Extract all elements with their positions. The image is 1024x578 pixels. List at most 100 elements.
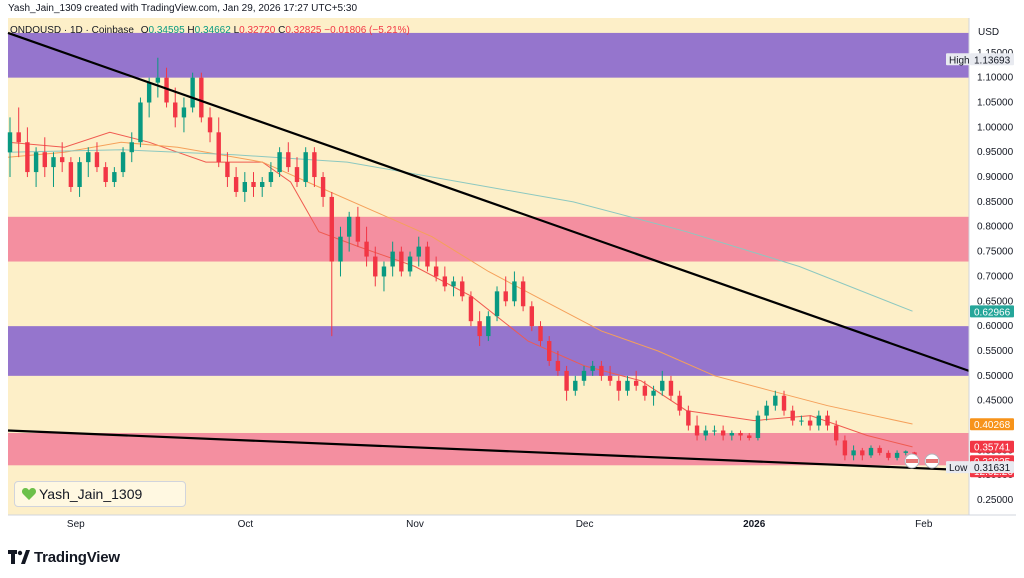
y-tick-label: 0.55000 — [977, 346, 1014, 357]
candle-body — [155, 77, 161, 83]
candle-body — [181, 107, 187, 118]
price-tag-label: Low — [949, 463, 968, 474]
candle-body — [738, 432, 743, 436]
candle-body — [199, 77, 204, 118]
candle-body — [381, 266, 387, 277]
candle-body — [364, 241, 369, 257]
candle-body — [729, 432, 735, 436]
candle-body — [860, 450, 865, 456]
candle-body — [346, 216, 352, 237]
y-tick-label: 0.85000 — [977, 197, 1014, 208]
candle-body — [460, 281, 465, 297]
candle-body — [390, 251, 395, 267]
x-tick-label: 2026 — [743, 519, 766, 530]
candle-body — [59, 157, 65, 163]
candle-body — [660, 380, 665, 391]
candle-body — [373, 256, 378, 277]
author-name: Yash_Jain_1309 — [39, 486, 143, 502]
open-value: 0.34595 — [148, 25, 185, 36]
candle-body — [633, 380, 639, 386]
us-flag-stripes-icon — [906, 459, 918, 463]
candle-body — [894, 452, 900, 458]
candle-body — [286, 152, 291, 168]
candle-body — [268, 172, 274, 183]
candle-body — [573, 380, 578, 391]
ema-line — [7, 149, 913, 312]
candle-body — [503, 291, 508, 302]
close-label: C — [278, 25, 286, 36]
tradingview-logo[interactable]: TradingView — [8, 547, 120, 567]
candle-body — [747, 435, 752, 438]
candle-body — [877, 447, 882, 453]
candle-body — [207, 117, 213, 133]
candle-body — [564, 370, 569, 391]
x-tick-label: Dec — [576, 519, 594, 530]
candle-body — [590, 365, 595, 371]
high-label: H — [187, 25, 195, 36]
price-tag-value: 0.62966 — [974, 307, 1011, 318]
candle-body — [146, 82, 152, 103]
x-tick-label: Nov — [406, 519, 424, 530]
candle-body — [833, 425, 839, 441]
candle-body — [416, 246, 421, 257]
candle-body — [712, 430, 717, 432]
candle-body — [825, 415, 830, 426]
high-value: 0.34662 — [194, 25, 231, 36]
candle-body — [616, 380, 621, 391]
author-line: Yash_Jain_1309 created with TradingView.… — [8, 3, 358, 14]
candle-body — [903, 451, 908, 453]
candle-body — [694, 425, 700, 436]
candle-body — [816, 415, 822, 426]
candle-body — [433, 266, 439, 277]
candle-body — [216, 132, 221, 163]
price-tag-ema-slow — [970, 305, 1014, 318]
price-tag-ema-mid — [970, 418, 1014, 431]
candle-body — [468, 296, 474, 322]
candle-body — [442, 276, 448, 287]
candle-body — [407, 256, 413, 272]
upper-pink-zone — [8, 216, 969, 262]
price-tag-value: 0.35741 — [974, 443, 1011, 454]
candle-body — [425, 246, 430, 267]
tradingview-logo-text: TradingView — [34, 548, 120, 566]
candle-body — [138, 102, 143, 143]
candle-body — [94, 152, 100, 168]
tradingview-logo-icon — [8, 550, 30, 564]
top-resistance-zone — [8, 32, 969, 78]
close-value: 0.32825 — [285, 25, 322, 36]
candle-body — [225, 162, 230, 178]
candle-body — [703, 430, 708, 436]
support-pink-zone — [8, 432, 969, 466]
y-tick-label: 0.25000 — [977, 495, 1014, 506]
candle-body — [16, 132, 21, 143]
y-tick-label: 0.95000 — [977, 147, 1014, 158]
lower-support-line — [7, 429, 970, 472]
y-tick-label: 0.45000 — [977, 396, 1014, 407]
x-tick-label: Oct — [238, 519, 254, 530]
low-value: 0.32720 — [239, 25, 276, 36]
candle-body — [451, 281, 456, 287]
price-tag-value: 0.40268 — [974, 420, 1011, 431]
price-tag-high — [970, 53, 1014, 66]
candle-body — [764, 405, 769, 416]
y-tick-label: 0.75000 — [977, 247, 1014, 258]
price-chart[interactable]: USD 1.150001.100001.050001.000000.950000… — [0, 0, 1024, 540]
candle-body — [538, 326, 543, 342]
candle-body — [477, 321, 482, 337]
price-tag-value: 1.13693 — [974, 55, 1011, 66]
candle-body — [112, 172, 117, 183]
candle-body — [103, 167, 108, 183]
price-tag-label-bg — [946, 461, 970, 474]
candle-body — [599, 365, 604, 376]
candle-body — [277, 152, 282, 173]
candle-body — [338, 236, 343, 262]
candle-body — [851, 450, 856, 456]
candle-body — [529, 306, 535, 327]
price-tag-label: High — [949, 55, 970, 66]
candle-body — [799, 420, 804, 422]
y-tick-label: 1.10000 — [977, 73, 1014, 84]
candle-body — [625, 380, 630, 391]
candle-body — [329, 196, 334, 262]
candle-body — [781, 395, 787, 411]
